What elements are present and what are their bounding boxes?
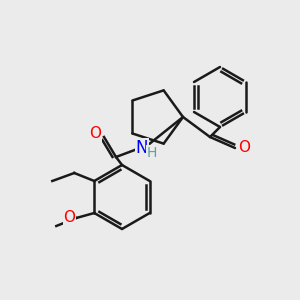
Text: N: N xyxy=(136,139,148,157)
Text: H: H xyxy=(147,146,157,160)
Text: O: O xyxy=(63,211,75,226)
Text: O: O xyxy=(238,140,250,155)
Text: O: O xyxy=(89,127,101,142)
